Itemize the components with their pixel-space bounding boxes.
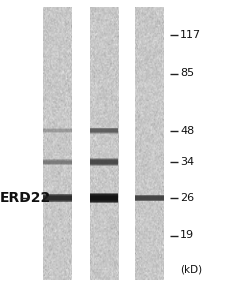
Bar <box>90 128 118 133</box>
Bar <box>44 159 72 165</box>
Bar <box>44 129 72 132</box>
Bar <box>44 195 72 201</box>
Bar <box>90 128 118 133</box>
Bar <box>90 196 118 200</box>
Bar <box>44 129 72 132</box>
Bar <box>90 159 118 165</box>
Bar <box>44 196 72 200</box>
Text: 34: 34 <box>180 157 194 167</box>
Bar <box>135 195 164 201</box>
Bar <box>90 159 118 165</box>
Bar <box>44 194 72 202</box>
Bar <box>90 160 118 164</box>
Bar <box>90 129 118 132</box>
Text: 117: 117 <box>180 29 201 40</box>
Bar <box>135 197 164 199</box>
Text: 48: 48 <box>180 125 194 136</box>
Bar <box>135 196 164 200</box>
Bar <box>44 159 72 165</box>
Bar <box>44 128 72 133</box>
Text: (kD): (kD) <box>180 265 202 275</box>
Bar <box>44 128 72 133</box>
Bar <box>135 196 164 200</box>
Bar <box>44 196 72 200</box>
Bar <box>44 160 72 164</box>
Bar <box>44 130 72 131</box>
Bar <box>90 160 118 164</box>
Bar <box>135 196 164 200</box>
Bar <box>90 128 118 134</box>
Bar <box>90 196 118 200</box>
Bar <box>90 195 118 201</box>
Bar <box>90 193 118 203</box>
Bar <box>90 194 118 202</box>
Text: 85: 85 <box>180 68 194 79</box>
Bar <box>44 196 72 200</box>
Bar <box>44 160 72 164</box>
Bar <box>90 129 118 132</box>
Bar <box>44 129 72 132</box>
Bar <box>135 195 164 201</box>
Bar <box>90 128 118 132</box>
Bar <box>135 195 164 201</box>
Bar <box>90 194 118 202</box>
Text: 26: 26 <box>180 193 194 203</box>
Bar <box>90 129 118 132</box>
Bar <box>44 194 72 202</box>
Bar <box>90 196 118 200</box>
Bar <box>90 128 118 133</box>
Text: 19: 19 <box>180 230 194 241</box>
Bar <box>90 129 118 132</box>
Bar <box>44 161 72 163</box>
Bar <box>44 194 72 202</box>
Bar <box>90 160 118 164</box>
Bar <box>90 160 118 164</box>
Bar <box>44 196 72 200</box>
Bar <box>44 160 72 164</box>
Bar <box>90 159 118 165</box>
Bar <box>135 196 164 200</box>
Bar <box>44 160 72 164</box>
Bar <box>44 160 72 164</box>
Bar <box>44 160 72 164</box>
Bar <box>44 195 72 201</box>
Bar <box>135 196 164 200</box>
Bar <box>44 129 72 132</box>
Bar <box>90 158 118 166</box>
Bar <box>90 195 118 201</box>
Bar <box>90 160 118 164</box>
Bar <box>90 194 118 202</box>
Bar <box>44 128 72 133</box>
Text: ERD22: ERD22 <box>0 191 51 205</box>
Bar <box>44 129 72 132</box>
